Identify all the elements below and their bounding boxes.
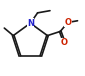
Text: O: O [64,18,71,27]
Text: O: O [61,38,68,47]
Text: N: N [27,19,34,28]
